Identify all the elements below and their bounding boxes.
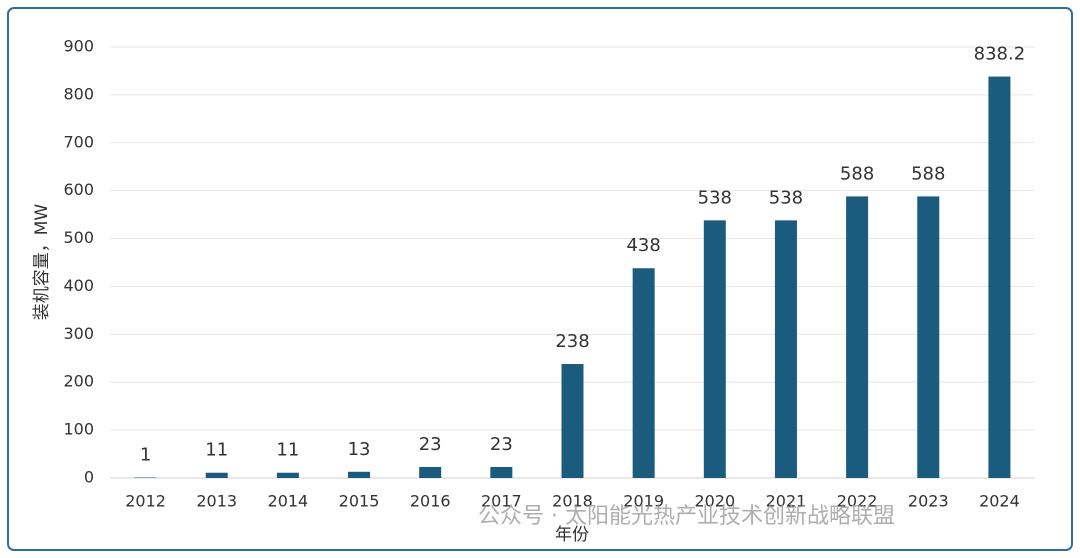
value-label: 238 [555, 331, 589, 352]
bar [561, 364, 584, 478]
y-tick-label: 700 [63, 132, 94, 151]
x-tick-label: 2021 [766, 492, 807, 511]
value-label: 538 [698, 187, 732, 208]
y-tick-label: 400 [63, 276, 94, 295]
bar [205, 472, 228, 478]
value-label: 11 [276, 440, 299, 461]
y-axis-label: 装机容量，MW [32, 204, 52, 321]
x-tick-label: 2020 [694, 492, 735, 511]
bar [703, 220, 726, 478]
x-tick-label: 2015 [339, 492, 380, 511]
x-tick-label: 2023 [908, 492, 949, 511]
x-tick-label: 2016 [410, 492, 451, 511]
y-tick-label: 0 [84, 468, 94, 487]
value-label: 538 [769, 187, 803, 208]
x-tick-label: 2022 [837, 492, 878, 511]
bar [276, 472, 299, 478]
value-label: 23 [490, 434, 513, 455]
watermark: 公众号 · 太阳能光热产业技术创新战略联盟 [478, 504, 895, 529]
y-tick-label: 100 [63, 420, 94, 439]
y-tick-label: 600 [63, 180, 94, 199]
value-label: 11 [205, 440, 228, 461]
x-tick-label: 2018 [552, 492, 593, 511]
y-tick-label: 800 [63, 84, 94, 103]
x-tick-label: 2013 [196, 492, 237, 511]
value-label: 13 [348, 439, 371, 460]
value-label: 1 [140, 445, 151, 466]
value-label: 438 [626, 235, 660, 256]
bar [774, 220, 797, 478]
value-label: 588 [840, 163, 874, 184]
y-tick-label: 500 [63, 228, 94, 247]
y-tick-label: 900 [63, 37, 94, 56]
value-label: 23 [419, 434, 442, 455]
value-label: 838.2 [974, 44, 1026, 65]
y-tick-label: 300 [63, 324, 94, 343]
bar [490, 466, 513, 478]
x-tick-label: 2017 [481, 492, 522, 511]
bar [917, 196, 940, 478]
x-tick-label: 2024 [979, 492, 1020, 511]
x-axis-label: 年份 [555, 525, 589, 545]
bar [988, 76, 1011, 478]
bar [632, 268, 655, 478]
bar [846, 196, 869, 478]
y-tick-label: 200 [63, 372, 94, 391]
value-label: 588 [911, 163, 945, 184]
x-tick-label: 2019 [623, 492, 664, 511]
frame [7, 7, 1073, 551]
bar [419, 466, 442, 478]
bar [348, 471, 371, 478]
x-tick-label: 2014 [268, 492, 309, 511]
x-tick-label: 2012 [125, 492, 166, 511]
